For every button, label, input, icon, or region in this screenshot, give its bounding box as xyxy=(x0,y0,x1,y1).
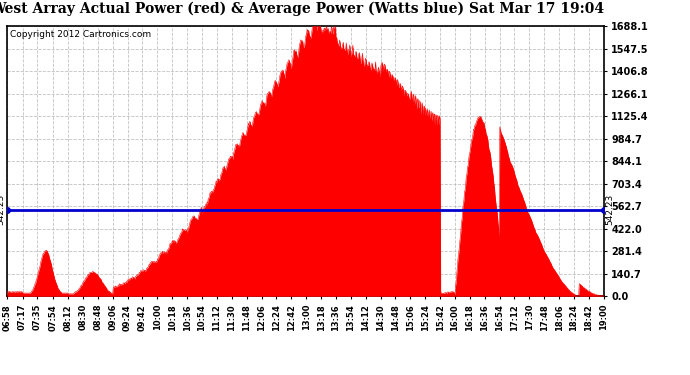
Text: 542.23: 542.23 xyxy=(606,194,615,225)
Text: West Array Actual Power (red) & Average Power (Watts blue) Sat Mar 17 19:04: West Array Actual Power (red) & Average … xyxy=(0,2,604,16)
Text: Copyright 2012 Cartronics.com: Copyright 2012 Cartronics.com xyxy=(10,30,151,39)
Text: 542.23: 542.23 xyxy=(0,194,5,225)
